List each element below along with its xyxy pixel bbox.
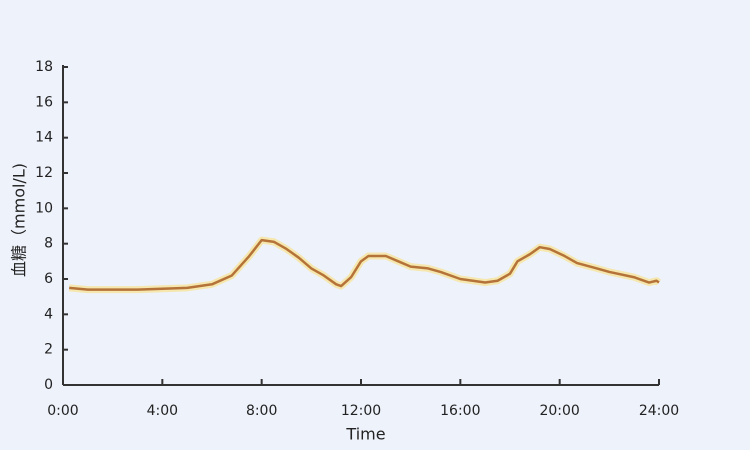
y-tick-label: 10 — [35, 200, 53, 216]
x-tick-label: 8:00 — [246, 403, 277, 419]
y-tick-label: 18 — [35, 59, 53, 75]
x-tick-label: 12:00 — [341, 403, 381, 419]
y-tick-label: 16 — [35, 94, 53, 110]
y-tick-label: 2 — [44, 342, 53, 358]
y-tick-label: 14 — [35, 130, 53, 146]
y-tick-label: 6 — [44, 271, 53, 287]
x-tick-label: 16:00 — [440, 403, 480, 419]
x-tick-label: 4:00 — [147, 403, 178, 419]
y-tick-label: 4 — [44, 306, 53, 322]
x-tick-label: 20:00 — [539, 403, 579, 419]
y-tick-label: 8 — [44, 236, 53, 252]
data-line — [69, 238, 660, 291]
y-axis-label: 血糖（mmol/L) — [10, 163, 29, 277]
y-tick-label: 0 — [44, 377, 53, 393]
x-tick-label: 24:00 — [639, 403, 679, 419]
x-tick-label: 0:00 — [47, 403, 78, 419]
line-glow — [68, 236, 662, 294]
y-tick-label: 12 — [35, 165, 53, 181]
x-axis-label: Time — [345, 425, 385, 444]
